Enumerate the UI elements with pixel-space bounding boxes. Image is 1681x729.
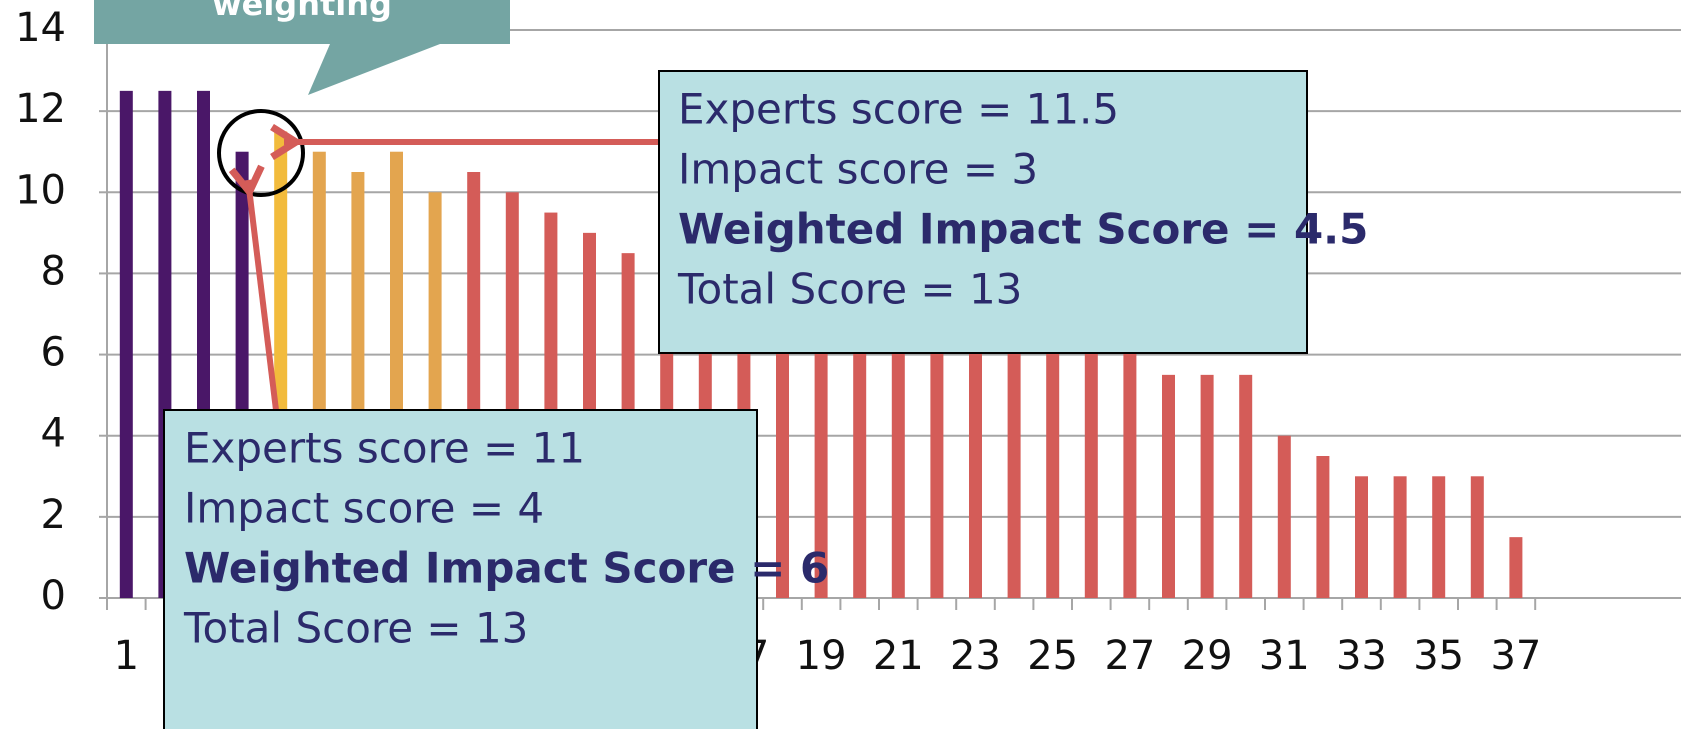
info-box — [658, 70, 1308, 354]
bar — [969, 314, 982, 598]
x-tick-label: 25 — [1027, 633, 1078, 679]
arrow — [248, 180, 279, 411]
bar — [1355, 476, 1368, 598]
bar — [1123, 334, 1137, 598]
box-line: Weighted Impact Score = 4.5 — [678, 205, 1368, 254]
box-line: Impact score = 4 — [184, 484, 544, 533]
annotations: weighting Experts score = 11.5 Impact sc… — [94, 0, 1368, 729]
x-tick-label: 19 — [796, 633, 847, 679]
box-line: Total Score = 13 — [183, 604, 528, 653]
bar — [1470, 476, 1484, 598]
box-line: Weighted Impact Score = 6 — [184, 544, 829, 593]
bar — [891, 314, 905, 598]
highlight-circle — [217, 109, 305, 197]
bar — [853, 293, 867, 598]
x-tick-label: 27 — [1104, 633, 1155, 679]
x-tick-label: 33 — [1336, 633, 1387, 679]
bar — [1162, 374, 1175, 598]
bar — [814, 293, 828, 598]
y-tick-label: 0 — [41, 573, 66, 619]
bar — [1239, 374, 1253, 598]
y-tick-label: 12 — [15, 86, 66, 132]
y-tick-label: 2 — [41, 492, 66, 538]
y-tick-label: 4 — [41, 411, 66, 457]
box-line: Impact score = 3 — [678, 145, 1038, 194]
x-tick-label: 31 — [1259, 633, 1310, 679]
bar — [776, 293, 789, 598]
x-tick-label: 21 — [873, 633, 924, 679]
bar — [1432, 476, 1446, 598]
x-tick-label: 37 — [1490, 633, 1541, 679]
box-line: Experts score = 11 — [184, 424, 585, 473]
bar — [1046, 334, 1060, 598]
callout-tail — [308, 44, 440, 95]
info-box — [163, 409, 758, 729]
bar — [1509, 537, 1523, 598]
bar — [1200, 374, 1214, 598]
x-tick-label: 23 — [950, 633, 1001, 679]
bar — [1277, 435, 1291, 598]
box-line: Experts score = 11.5 — [678, 85, 1119, 134]
x-tick-label: 35 — [1413, 633, 1464, 679]
bar — [1316, 456, 1330, 598]
y-tick-label: 10 — [15, 167, 66, 213]
y-tick-label: 6 — [41, 330, 66, 376]
x-tick-label: 1 — [114, 633, 139, 679]
y-tick-label: 14 — [15, 5, 66, 51]
y-tick-label: 8 — [41, 248, 66, 294]
bar — [1393, 476, 1407, 598]
x-tick-label: 29 — [1182, 633, 1233, 679]
bar — [1007, 334, 1021, 598]
callout-box — [94, 0, 510, 44]
bar — [119, 90, 133, 598]
bar — [930, 314, 944, 598]
box-line: Total Score = 13 — [677, 265, 1022, 314]
bar — [1084, 334, 1098, 598]
callout-text: weighting — [212, 0, 392, 23]
